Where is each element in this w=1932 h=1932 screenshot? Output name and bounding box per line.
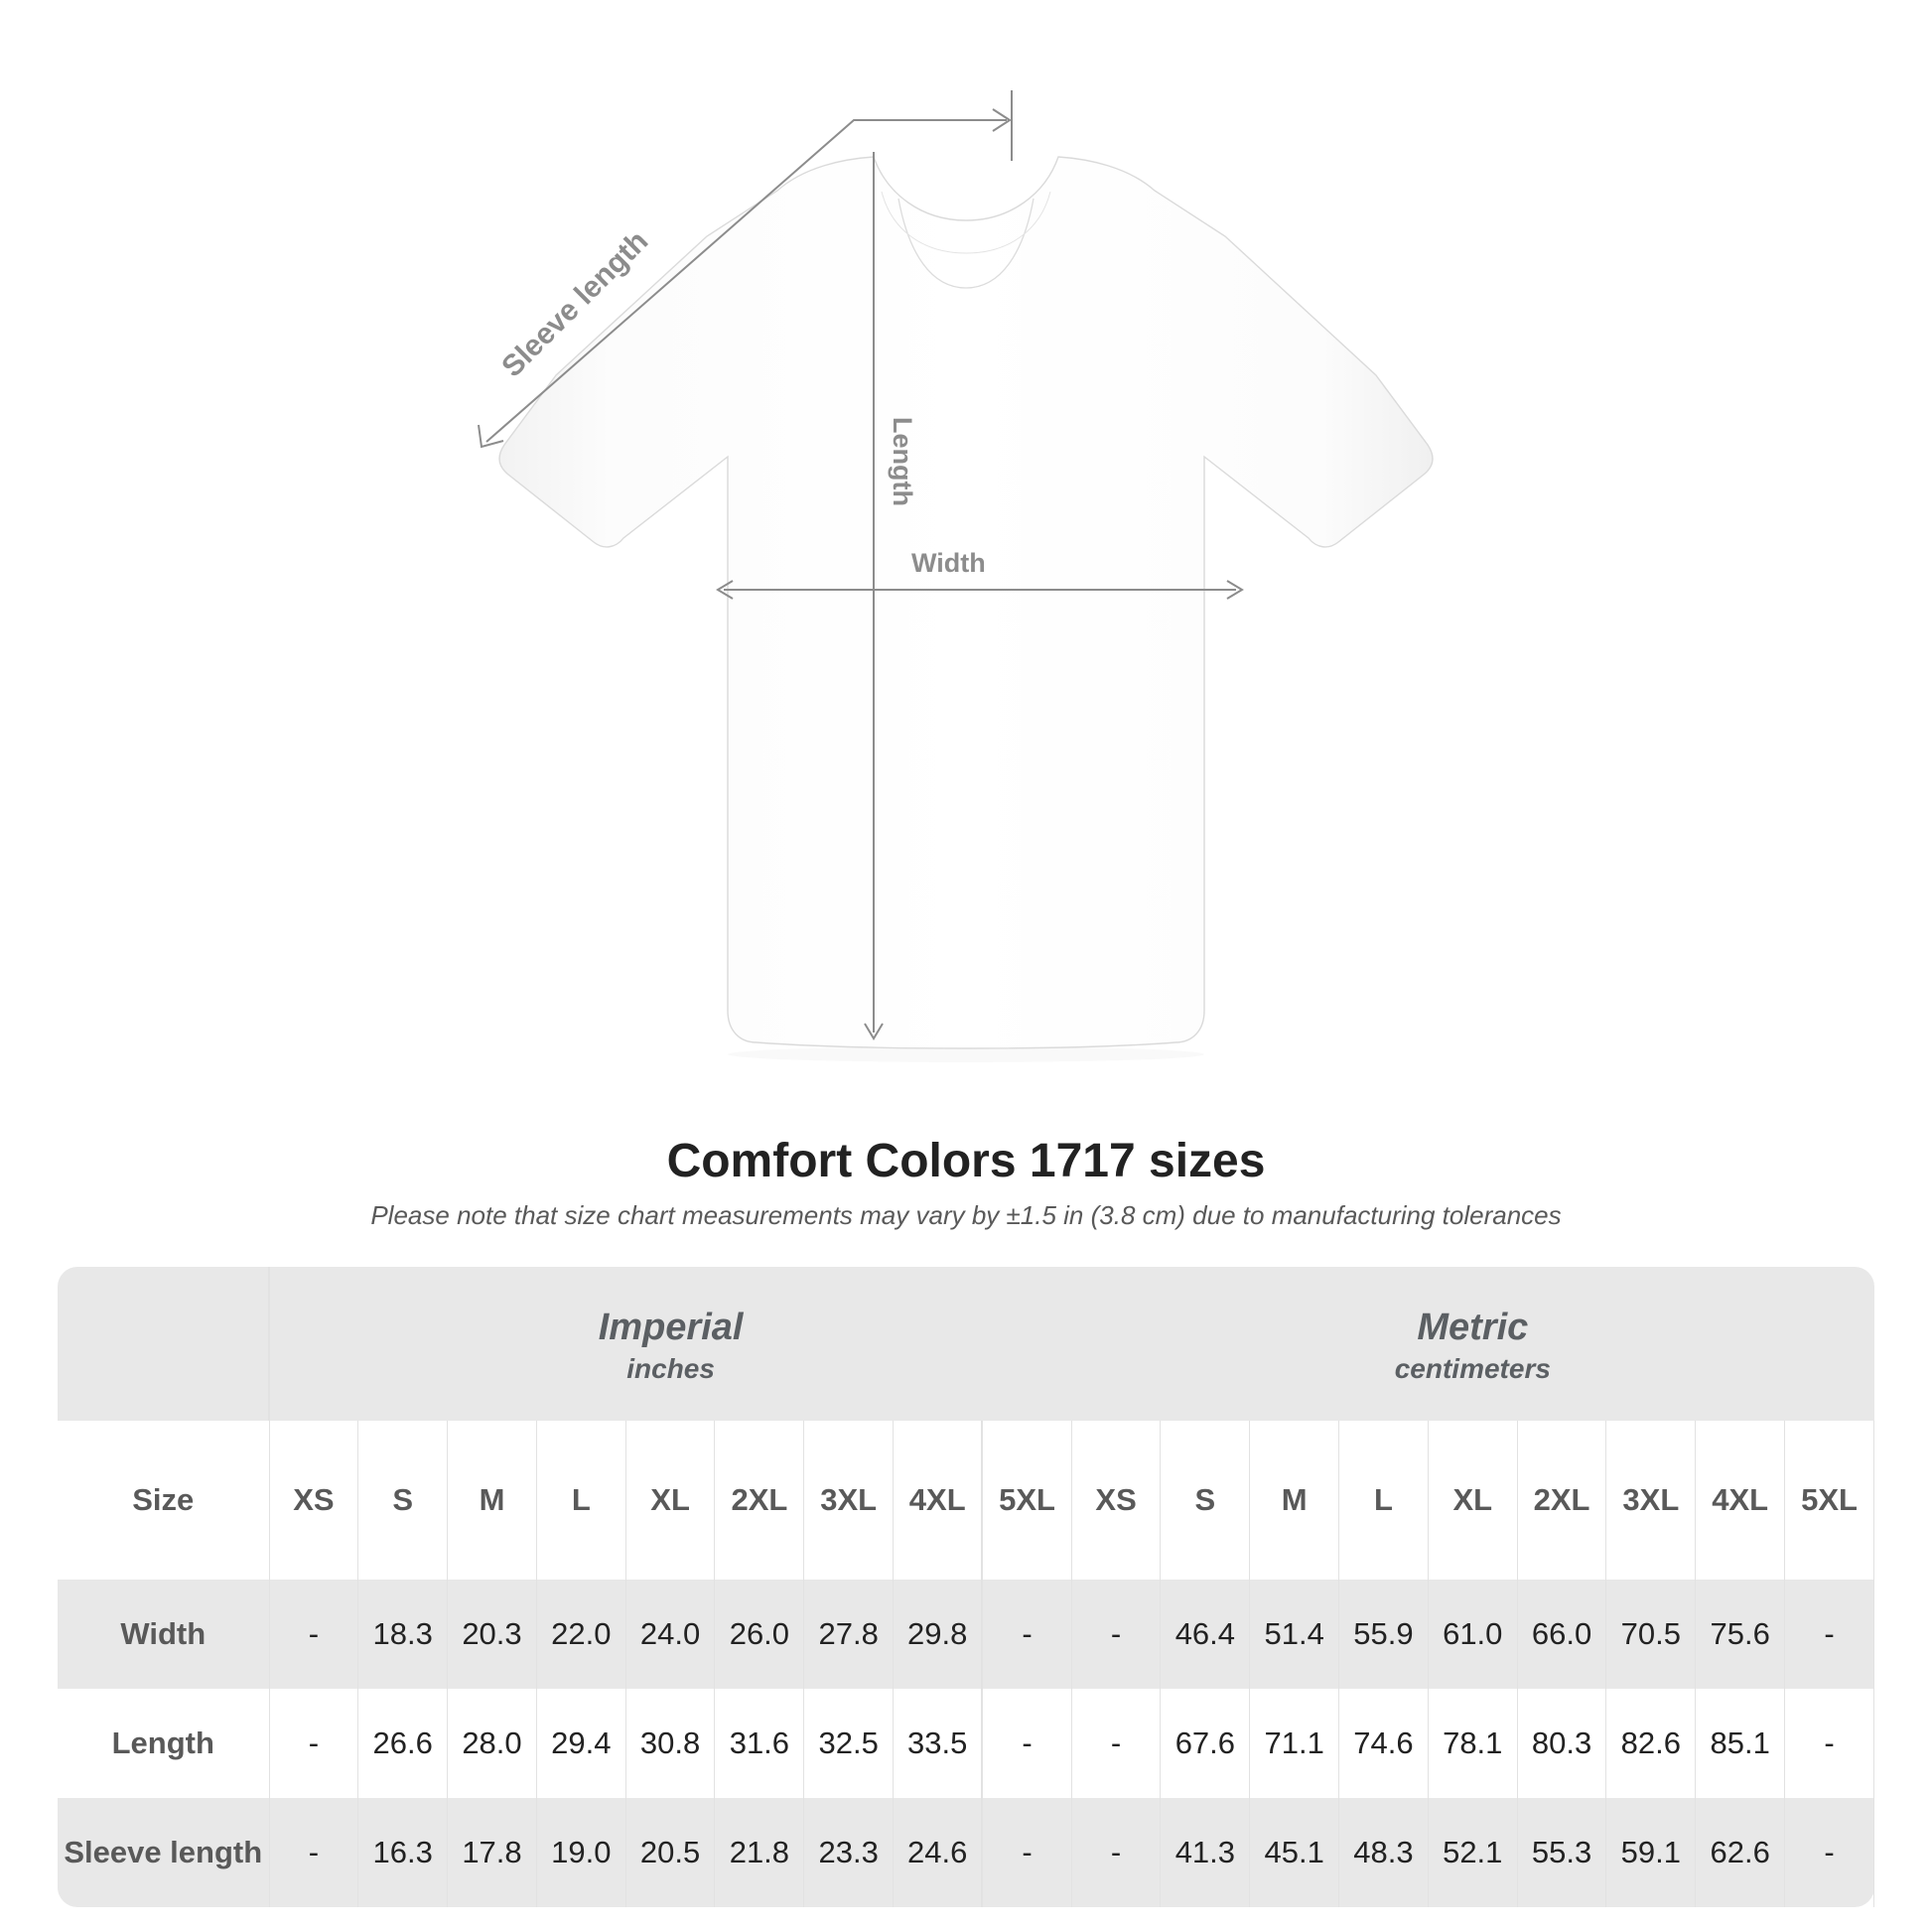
svg-text:Length: Length bbox=[888, 417, 917, 506]
svg-text:Width: Width bbox=[911, 548, 986, 578]
